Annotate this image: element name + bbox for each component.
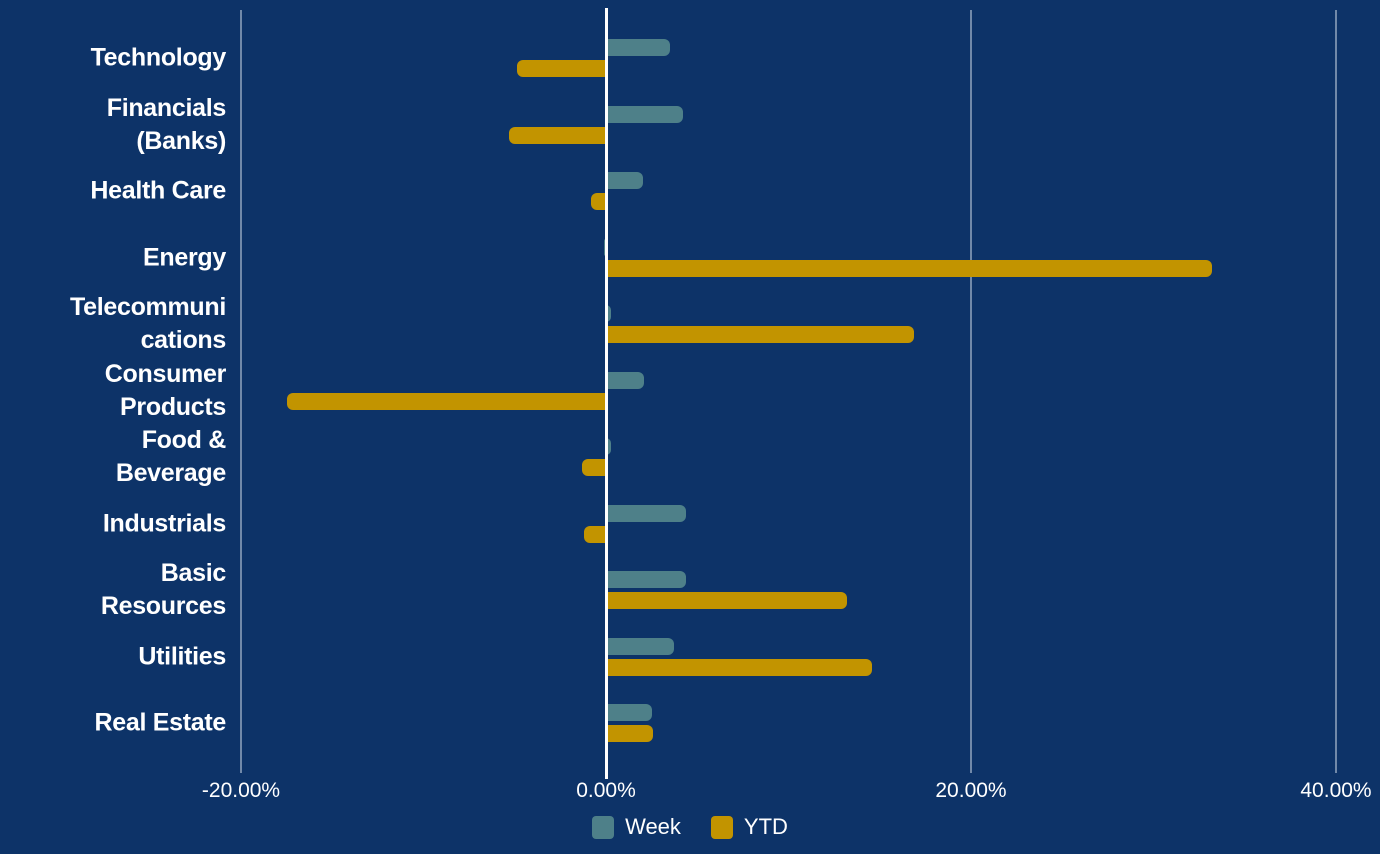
category-label-line: cations	[140, 326, 227, 354]
bar-week-technology[interactable]	[606, 39, 670, 56]
legend: Week YTD	[0, 814, 1380, 840]
category-label-line: Beverage	[115, 459, 226, 487]
category-label-consumer-products: Consumer Products	[0, 358, 227, 424]
bar-ytd-utilities[interactable]	[606, 658, 873, 676]
category-label-health-care: Health Care	[0, 175, 226, 208]
category-label-utilities: Utilities	[0, 640, 226, 673]
legend-item-week[interactable]: Week	[592, 814, 681, 840]
category-label-technology: Technology	[0, 42, 227, 75]
bar-ytd-consumer-products[interactable]	[286, 392, 606, 410]
category-label-line: Basic	[160, 559, 227, 587]
bar-ytd-real-estate[interactable]	[606, 725, 654, 742]
category-label-line: Technology	[90, 43, 227, 72]
category-label-line: Products	[120, 392, 226, 421]
category-label-basic-resources: Basic Resources	[0, 557, 226, 623]
legend-swatch-ytd	[710, 815, 733, 839]
bar-ytd-technology[interactable]	[516, 60, 606, 77]
bar-ytd-health-care[interactable]	[591, 193, 606, 210]
bar-ytd-basic-resources[interactable]	[606, 592, 847, 609]
legend-swatch-week	[592, 815, 615, 839]
bar-week-basic-resources[interactable]	[606, 571, 687, 588]
bar-week-real-estate[interactable]	[606, 704, 652, 721]
category-label-telecommunications: Telecommuni cations	[0, 291, 226, 357]
category-label-line: Food &	[141, 426, 227, 454]
category-label-line: Health Care	[90, 176, 226, 205]
bar-week-financials-banks[interactable]	[606, 105, 683, 123]
category-label-line: Real Estate	[94, 708, 227, 737]
gridline	[970, 10, 972, 773]
bar-week-health-care[interactable]	[606, 172, 643, 189]
zero-line	[604, 8, 608, 779]
category-label-line: Consumer	[104, 359, 227, 388]
legend-label: Week	[625, 814, 681, 839]
category-label-real-estate: Real Estate	[0, 707, 227, 740]
x-axis-tick-label: 20.00%	[935, 779, 1007, 802]
bar-ytd-food-beverage[interactable]	[582, 459, 606, 476]
category-label-line: Utilities	[138, 642, 226, 670]
x-axis-tick-label: 40.00%	[1300, 779, 1372, 802]
x-axis-tick-label: 0.00%	[576, 779, 636, 802]
bar-ytd-energy[interactable]	[606, 259, 1212, 277]
category-label-line: Financials	[106, 93, 227, 122]
bar-ytd-financials-banks[interactable]	[509, 126, 606, 144]
bar-week-consumer-products[interactable]	[606, 371, 645, 389]
category-label-line: (Banks)	[136, 126, 226, 155]
bar-week-telecommunications[interactable]	[606, 305, 612, 322]
bar-week-industrials[interactable]	[606, 504, 687, 522]
category-label-financials-banks: Financials (Banks)	[0, 92, 227, 158]
category-label-line: Energy	[143, 243, 226, 271]
x-axis-tick-label: -20.00%	[201, 779, 281, 802]
category-label-line: Resources	[100, 592, 226, 620]
bar-week-food-beverage[interactable]	[606, 438, 612, 455]
gridline	[240, 10, 242, 773]
legend-item-ytd[interactable]: YTD	[710, 814, 788, 840]
category-label-line: Industrials	[102, 509, 226, 537]
bar-ytd-telecommunications[interactable]	[606, 326, 915, 343]
category-label-industrials: Industrials	[0, 507, 226, 540]
bar-ytd-industrials[interactable]	[584, 525, 606, 543]
category-label-energy: Energy	[0, 241, 226, 274]
category-label-food-beverage: Food & Beverage	[0, 424, 226, 490]
category-label-line: Telecommuni	[70, 293, 226, 321]
bar-week-utilities[interactable]	[606, 637, 674, 655]
legend-label: YTD	[743, 814, 788, 839]
gridline	[1335, 10, 1337, 773]
